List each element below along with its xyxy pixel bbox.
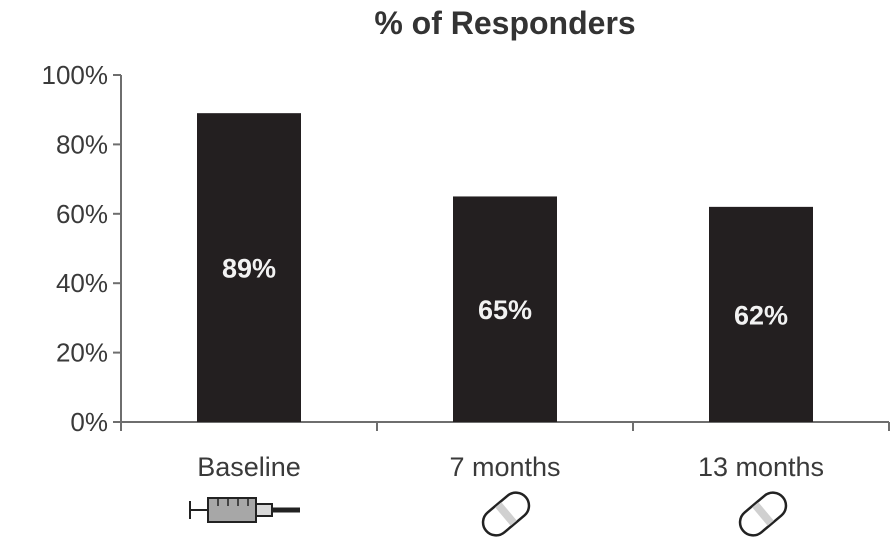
data-labels: 89% 65% 62% <box>222 254 788 331</box>
bar-13-months <box>709 206 813 422</box>
data-label: 89% <box>222 254 276 284</box>
y-tick-label: 40% <box>56 268 108 298</box>
bars <box>197 113 813 423</box>
x-category-ticks <box>120 422 890 431</box>
bar-7-months <box>453 196 557 422</box>
chart-title: % of Responders <box>374 5 635 41</box>
y-tick-label: 100% <box>42 60 109 90</box>
x-tick-label: Baseline <box>197 452 301 482</box>
pill-icon <box>481 491 531 537</box>
bar-baseline <box>197 113 301 423</box>
x-tick-label: 7 months <box>449 452 560 482</box>
y-tick-label: 60% <box>56 199 108 229</box>
x-tick-labels: Baseline 7 months 13 months <box>197 452 824 482</box>
y-tick-label: 0% <box>70 407 108 437</box>
y-tick-label: 80% <box>56 129 108 159</box>
y-tick-label: 20% <box>56 338 108 368</box>
data-label: 65% <box>478 295 532 325</box>
syringe-icon <box>189 497 300 523</box>
data-label: 62% <box>734 300 788 330</box>
y-ticks: 0% 20% 40% 60% 80% 100% <box>42 60 121 437</box>
x-tick-label: 13 months <box>698 452 824 482</box>
pill-icon <box>738 491 788 537</box>
